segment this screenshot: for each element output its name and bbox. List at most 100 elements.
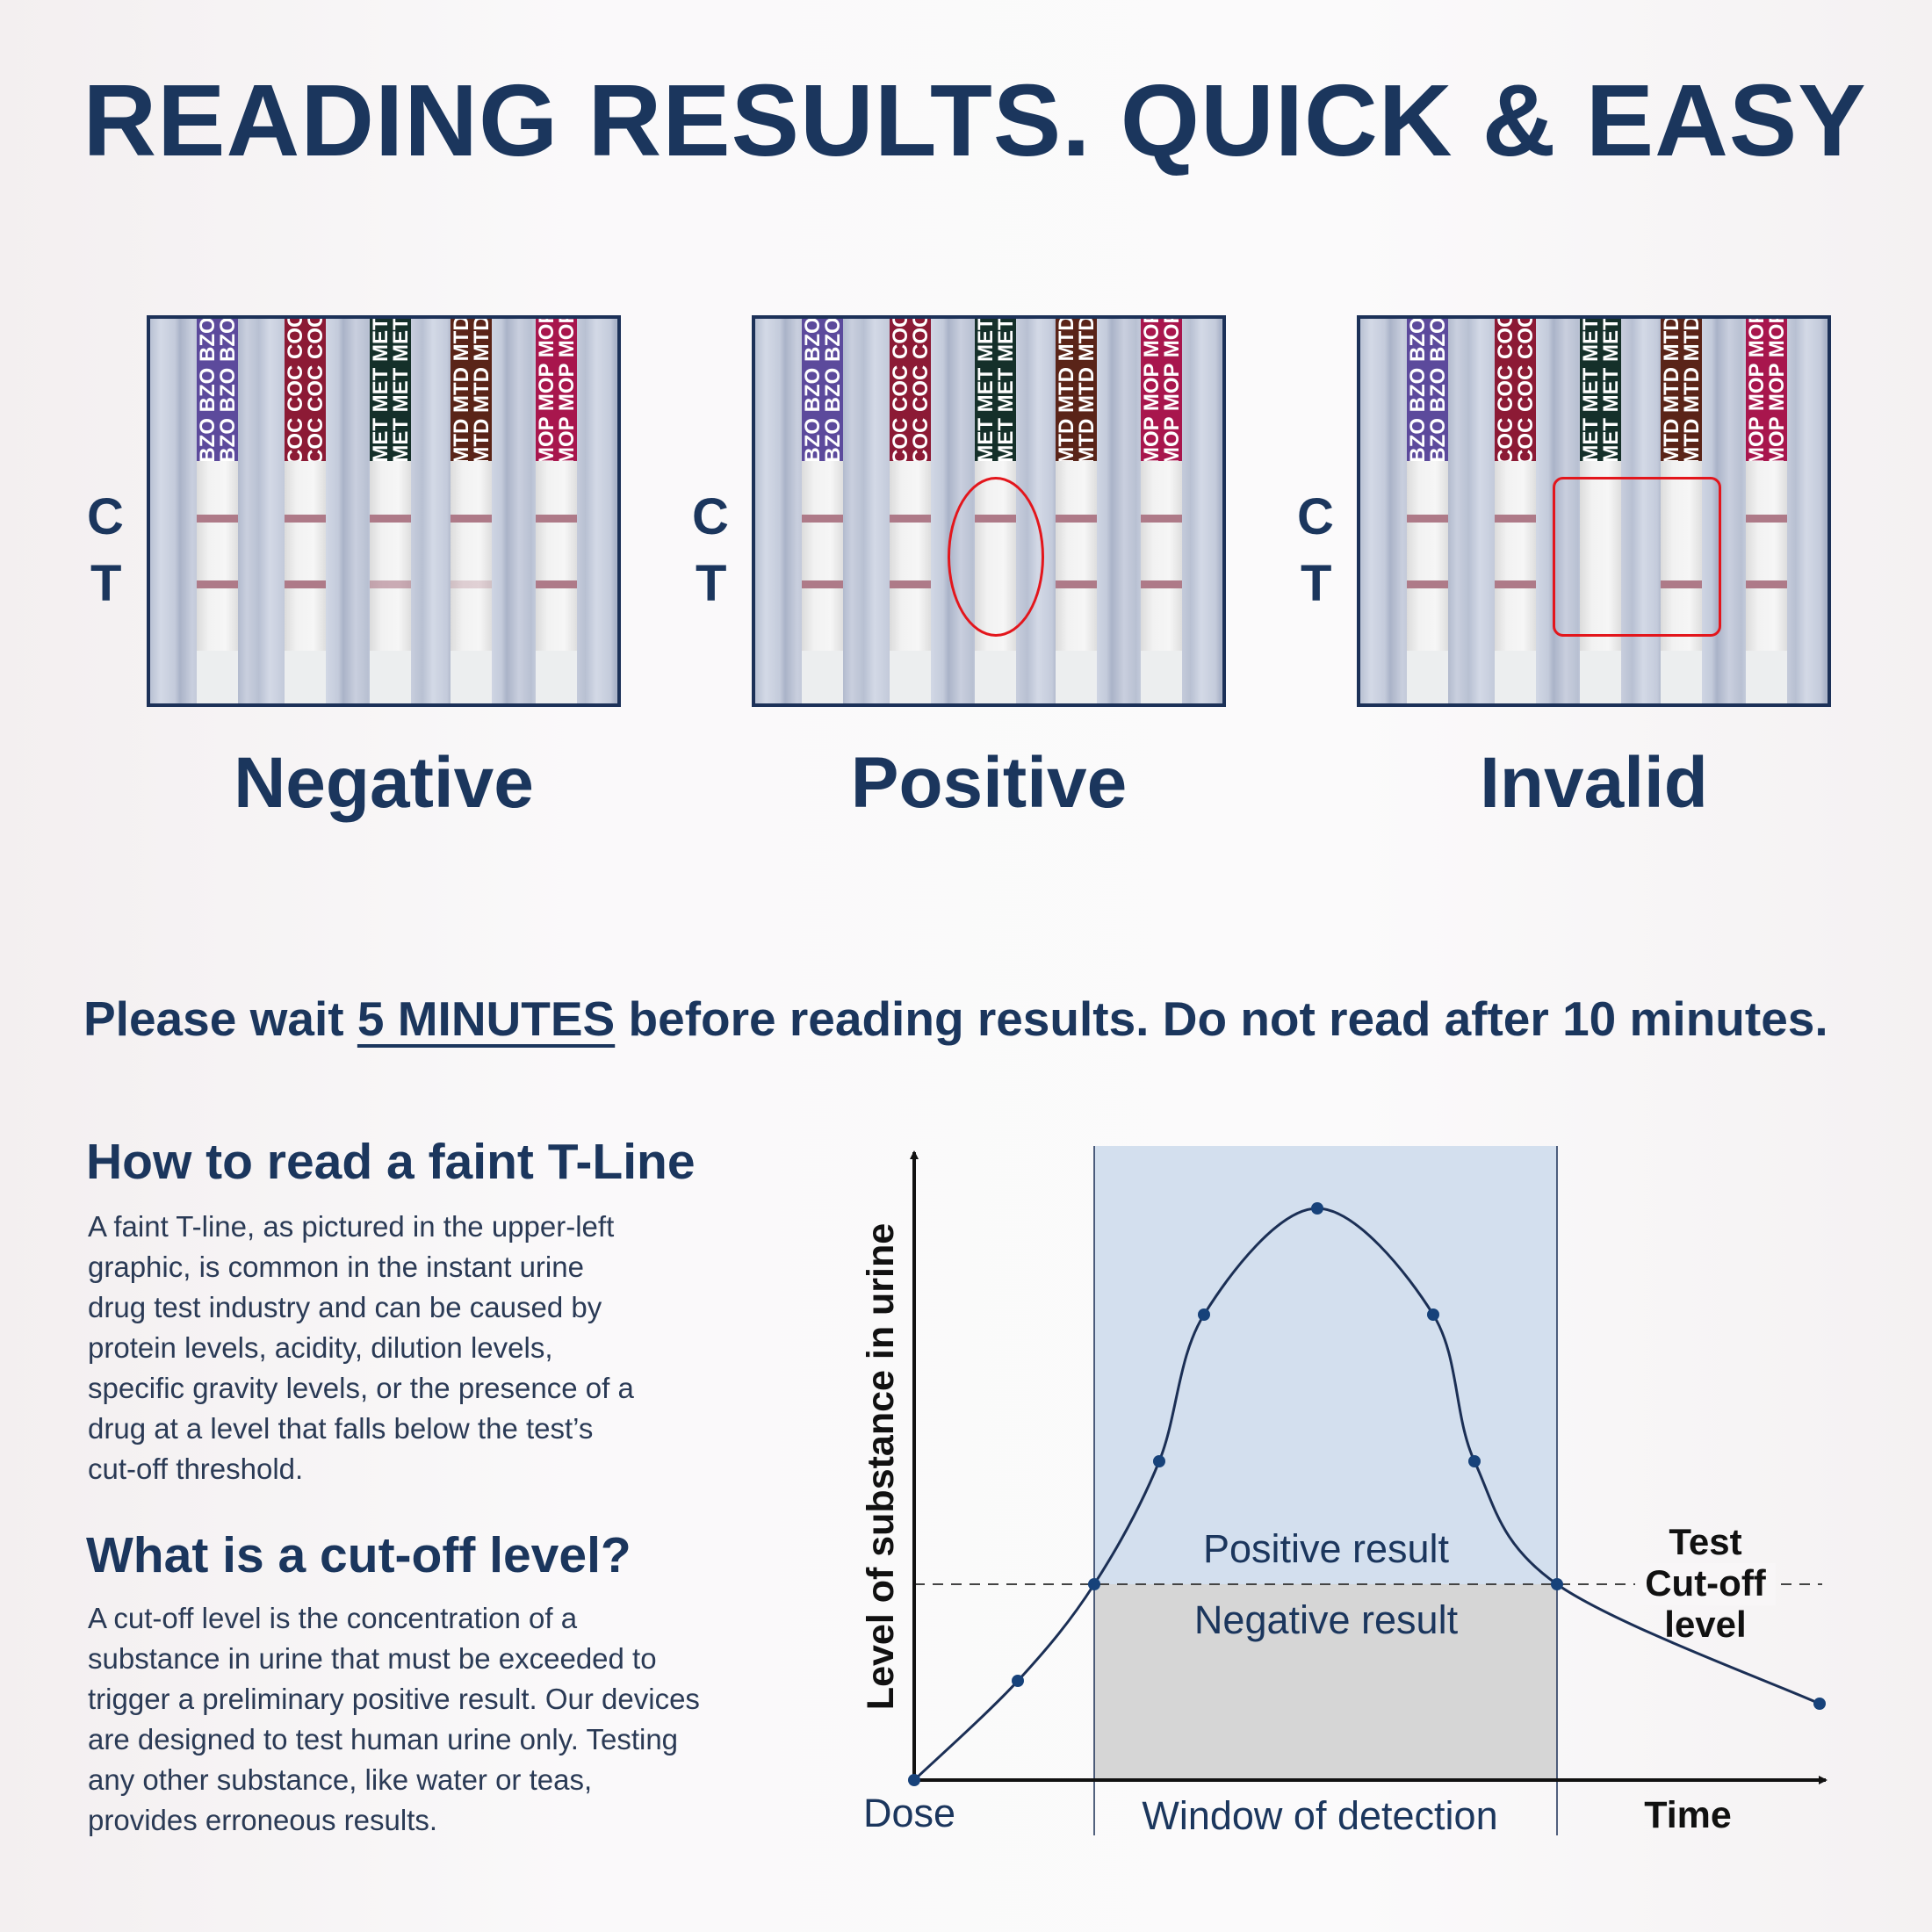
- test-strip-met: MET MET MET MET MET MET: [1580, 319, 1621, 703]
- cutoff-label-bg: [1635, 1563, 1776, 1605]
- test-strip-coc: COC COC COC COC COC COC: [285, 319, 326, 703]
- highlight-ellipse: [948, 477, 1044, 637]
- strip-base: [1495, 651, 1536, 703]
- result-label-negative: Negative: [234, 743, 534, 823]
- strip-label: MOP MOP MOP MOP MOP MOP: [1141, 319, 1182, 461]
- cutoff-label-line: level: [1664, 1604, 1746, 1645]
- positive-region: [1094, 1146, 1557, 1584]
- test-strip-coc: COC COC COC COC COC COC: [1495, 319, 1536, 703]
- strip-base: [890, 651, 931, 703]
- window-label: Window of detection: [1142, 1793, 1497, 1838]
- test-strip-bzo: BZO BZO BZO BZO BZO BZO: [197, 319, 238, 703]
- strip-base: [370, 651, 411, 703]
- text-line: are designed to test human urine only. T…: [88, 1723, 679, 1755]
- test-line: [370, 580, 411, 588]
- text-line: cut-off threshold.: [88, 1453, 304, 1485]
- strip-label: COC COC COC COC COC COC: [285, 319, 326, 461]
- test-line: [1495, 580, 1536, 588]
- control-line: [451, 515, 492, 523]
- text-line: specific gravity levels, or the presence…: [88, 1372, 634, 1404]
- test-line-label: T: [696, 555, 727, 612]
- test-line: [1056, 580, 1097, 588]
- strip-base: [802, 651, 843, 703]
- y-axis-label: Level of substance in urine: [860, 1223, 902, 1710]
- text-line: trigger a preliminary positive result. O…: [88, 1683, 700, 1715]
- control-line: [802, 515, 843, 523]
- faint-line-heading: How to read a faint T-Line: [86, 1134, 696, 1190]
- control-line: [1141, 515, 1182, 523]
- text-line: A faint T-line, as pictured in the upper…: [88, 1210, 615, 1243]
- strip-label: BZO BZO BZO BZO BZO BZO: [197, 319, 238, 461]
- test-panel-invalid: BZO BZO BZO BZO BZO BZO COC COC COC COC COC…: [1357, 315, 1831, 707]
- curve-point: [1813, 1698, 1826, 1710]
- strip-label: MTD MTD MTD MTD MTD MTD: [1056, 319, 1097, 461]
- strip-label: MOP MOP MOP MOP MOP MOP: [536, 319, 577, 461]
- control-line: [1407, 515, 1448, 523]
- control-line: [285, 515, 326, 523]
- page-title: READING RESULTS. QUICK & EASY: [83, 63, 1867, 177]
- curve-point: [1427, 1308, 1439, 1321]
- strip-label: MTD MTD MTD MTD MTD MTD: [451, 319, 492, 461]
- curve-point: [1153, 1455, 1165, 1467]
- test-strip-met: MET MET MET MET MET MET: [370, 319, 411, 703]
- negative-result-label: Negative result: [1194, 1597, 1459, 1642]
- strip-base: [1746, 651, 1787, 703]
- strip-base: [975, 651, 1016, 703]
- strip-base: [1661, 651, 1702, 703]
- strip-label: MET MET MET MET MET MET: [370, 319, 411, 461]
- dose-label: Dose: [863, 1791, 955, 1835]
- test-panel-positive: BZO BZO BZO BZO BZO BZO COC COC COC COC COC…: [752, 315, 1226, 707]
- control-line-label: C: [87, 488, 124, 545]
- curve-point: [908, 1774, 920, 1786]
- control-line-label: C: [692, 488, 729, 545]
- control-line-label: C: [1297, 488, 1334, 545]
- curve-point: [1311, 1202, 1323, 1215]
- strip-label: MET MET MET MET MET MET: [975, 319, 1016, 461]
- result-label-positive: Positive: [850, 743, 1128, 823]
- negative-region: [1094, 1584, 1557, 1780]
- test-strip-mop: MOP MOP MOP MOP MOP MOP: [1746, 319, 1787, 703]
- wait-instruction: Please wait 5 MINUTES before reading res…: [83, 991, 1828, 1047]
- test-strip-mtd: MTD MTD MTD MTD MTD MTD: [1661, 319, 1702, 703]
- test-line: [802, 580, 843, 588]
- control-line: [1056, 515, 1097, 523]
- wait-text-after: before reading results. Do not read afte…: [615, 991, 1828, 1046]
- strip-label: COC COC COC COC COC COC: [1495, 319, 1536, 461]
- faint-line-paragraph: A faint T-line, as pictured in the upper…: [88, 1207, 634, 1489]
- test-panel-negative: BZO BZO BZO BZO BZO BZO COC COC COC COC COC…: [147, 315, 621, 707]
- strip-base: [1141, 651, 1182, 703]
- control-line: [197, 515, 238, 523]
- text-line: graphic, is common in the instant urine: [88, 1251, 584, 1283]
- cutoff-label-line: Test: [1669, 1521, 1741, 1562]
- strip-label: BZO BZO BZO BZO BZO BZO: [802, 319, 843, 461]
- test-strip-mop: MOP MOP MOP MOP MOP MOP: [1141, 319, 1182, 703]
- control-line: [536, 515, 577, 523]
- strip-base: [1580, 651, 1621, 703]
- cutoff-paragraph: A cut-off level is the concentration of …: [88, 1598, 700, 1841]
- test-line: [536, 580, 577, 588]
- test-strip-mtd: MTD MTD MTD MTD MTD MTD: [451, 319, 492, 703]
- test-line-label: T: [90, 555, 122, 612]
- x-axis-label: Time: [1644, 1794, 1732, 1836]
- strip-base: [285, 651, 326, 703]
- curve-point: [1468, 1455, 1481, 1467]
- text-line: provides erroneous results.: [88, 1804, 438, 1836]
- test-line: [1746, 580, 1787, 588]
- strip-base: [1056, 651, 1097, 703]
- highlight-box: [1553, 477, 1721, 637]
- wait-text-before: Please wait: [83, 991, 357, 1046]
- test-line: [1661, 580, 1702, 588]
- curve-point: [1012, 1675, 1024, 1687]
- text-line: A cut-off level is the concentration of …: [88, 1602, 578, 1634]
- text-line: protein levels, acidity, dilution levels…: [88, 1331, 553, 1364]
- strip-base: [197, 651, 238, 703]
- test-strip-bzo: BZO BZO BZO BZO BZO BZO: [802, 319, 843, 703]
- strip-label: COC COC COC COC COC COC: [890, 319, 931, 461]
- test-strip-mop: MOP MOP MOP MOP MOP MOP: [536, 319, 577, 703]
- wait-emphasis: 5 MINUTES: [357, 991, 616, 1046]
- strip-base: [536, 651, 577, 703]
- test-line: [890, 580, 931, 588]
- strip-base: [1407, 651, 1448, 703]
- curve-point: [1088, 1578, 1100, 1590]
